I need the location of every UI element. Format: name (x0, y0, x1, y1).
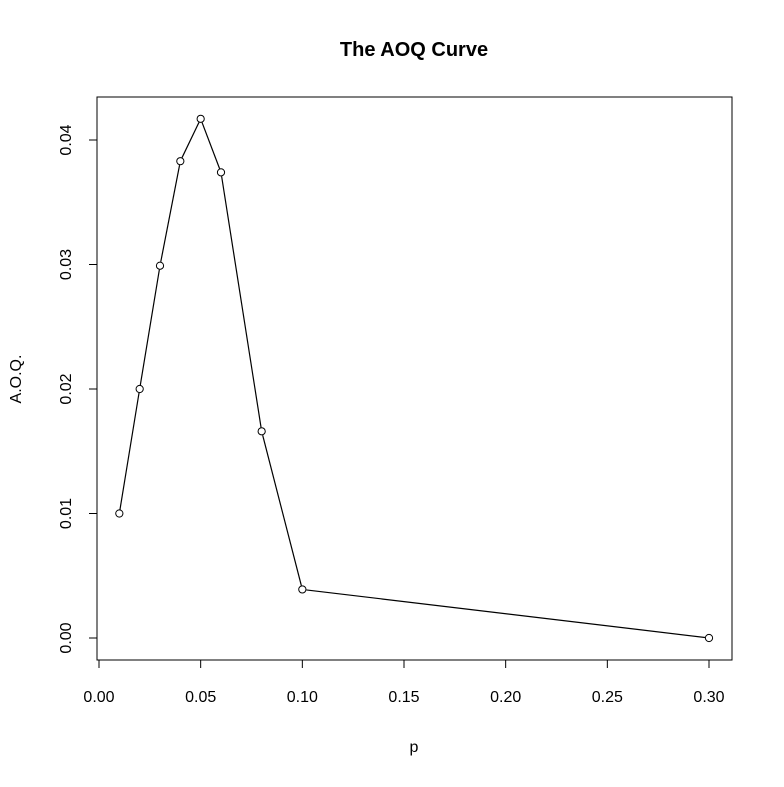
series-line-segment (306, 589, 706, 639)
x-axis-label: p (410, 739, 419, 756)
series-line-segment (119, 392, 140, 510)
x-tick-label: 0.15 (388, 689, 419, 706)
data-point (196, 114, 205, 123)
series-line-segment (160, 164, 181, 262)
y-axis-label: A.O.Q. (8, 355, 25, 404)
x-tick-label: 0.25 (592, 689, 623, 706)
y-tick-label: 0.03 (58, 249, 75, 280)
chart-title: The AOQ Curve (340, 39, 488, 61)
data-point (155, 261, 165, 270)
x-tick-label: 0.05 (185, 689, 216, 706)
x-tick-label: 0.10 (287, 689, 318, 706)
series-line-segment (221, 176, 262, 428)
data-point (216, 168, 226, 177)
x-tick-label: 0.30 (693, 689, 724, 706)
data-point (704, 633, 714, 643)
series-layer (115, 114, 714, 643)
y-tick-label: 0.04 (58, 124, 75, 155)
series-line-segment (262, 435, 302, 586)
y-axis: 0.00 0.01 0.02 0.03 0.04 (58, 124, 98, 654)
x-tick-label: 0.20 (490, 689, 521, 706)
y-tick-label: 0.00 (58, 622, 75, 653)
data-point (298, 585, 307, 594)
x-tick-label: 0.00 (83, 689, 114, 706)
data-point (176, 157, 185, 166)
x-axis: 0.00 0.05 0.10 0.15 0.20 0.25 0.30 (83, 659, 725, 706)
series-line-segment (201, 122, 221, 169)
data-point (115, 509, 124, 518)
series-line-segment (181, 122, 200, 158)
data-point (257, 427, 266, 436)
series-line-segment (139, 269, 160, 386)
y-tick-label: 0.02 (58, 373, 75, 404)
y-tick-label: 0.01 (58, 498, 75, 529)
data-point (135, 384, 144, 394)
